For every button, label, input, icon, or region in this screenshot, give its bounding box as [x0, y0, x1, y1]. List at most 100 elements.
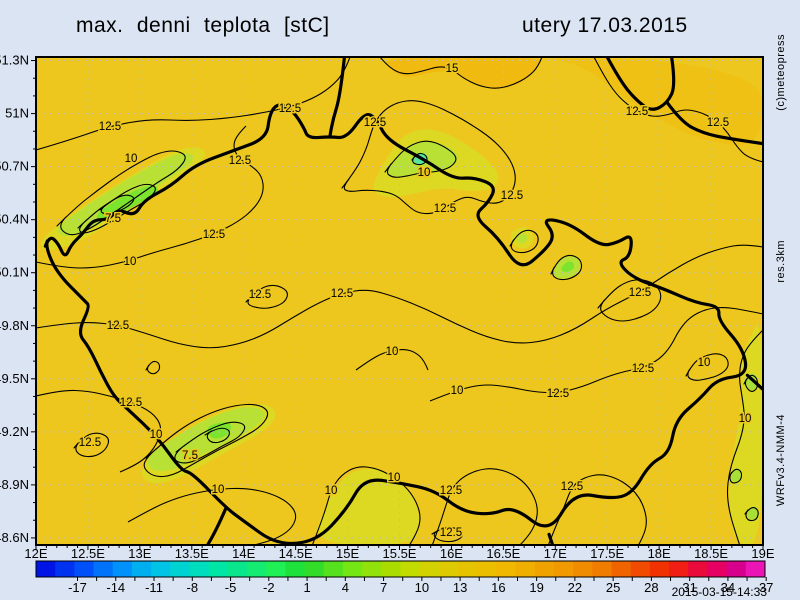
lon-label: 14.5E: [279, 546, 313, 561]
temp-fill-mid-spot-core: [516, 233, 528, 243]
colorbar-label: -17: [68, 580, 87, 595]
lat-label: 49.8N: [0, 318, 29, 333]
colorbar-labels: -17 -14 -11 -8 -5 -2 1 4 7 10 13 16 19 22 25 28 31 34 37: [68, 580, 773, 595]
contour-line: [431, 468, 538, 545]
graticule: [36, 57, 763, 545]
colorbar-segment: [55, 561, 75, 577]
lon-label: 13E: [128, 546, 151, 561]
lat-label: 51.3N: [0, 53, 29, 68]
colorbar-segment: [323, 561, 344, 577]
colorbar-segment: [362, 561, 382, 577]
contour-line: [145, 360, 161, 375]
colorbar-frame: [35, 560, 766, 578]
colorbar-segment: [496, 561, 517, 577]
lon-label: 14E: [232, 546, 255, 561]
contour-label: 12.5: [249, 289, 271, 301]
lat-label: 50.1N: [0, 265, 29, 280]
contour-line: [431, 526, 463, 543]
contour-label: 10: [212, 484, 225, 496]
page-title: max. denni teplota [stC]: [76, 14, 330, 37]
contour-label: 10: [739, 413, 752, 425]
contour-label: 7.5: [182, 450, 198, 462]
temp-fill-top-warm: [382, 57, 542, 89]
contour-line: [728, 468, 743, 484]
contour-label: 10: [388, 472, 401, 484]
map-area: [36, 57, 763, 545]
colorbar-label: -14: [106, 580, 125, 595]
timestamp-label: 2015-03-15-14:33: [671, 585, 767, 599]
temp-fill-nw-core: [95, 185, 158, 221]
contour-line: [547, 474, 647, 545]
contour-line: [341, 100, 516, 215]
contour-label: 12.5: [632, 363, 654, 375]
colorbar-label: 22: [568, 580, 582, 595]
neighbor-border: [328, 57, 347, 139]
contour-line: [550, 254, 583, 281]
colorbar-label: -5: [225, 580, 237, 595]
colorbar-segment: [93, 561, 114, 577]
contour-line: [99, 194, 135, 215]
colorbar-segment: [438, 561, 459, 577]
colorbar-segment: [726, 561, 747, 577]
contour-line: [509, 229, 539, 254]
lat-label: 49.2N: [0, 424, 29, 439]
temp-fill-east-core-a: [744, 373, 758, 391]
colorbar-segment: [208, 561, 229, 577]
neighbor-border: [665, 101, 763, 146]
colorbar-segment: [74, 561, 95, 577]
colorbar-label: 37: [759, 580, 773, 595]
colorbar-segment: [285, 561, 306, 577]
contour-label: 10: [418, 167, 431, 179]
temp-fill-nw-band: [55, 153, 193, 237]
colorbar-ticks: [77, 577, 767, 581]
colorbar-label: 4: [342, 580, 349, 595]
colorbar-segment: [553, 561, 574, 577]
colorbar-segment: [419, 561, 440, 577]
temp-fill-east-strip: [728, 315, 763, 545]
colorbar-label: 25: [606, 580, 620, 595]
contour-line: [36, 125, 264, 269]
lat-label: 50.4N: [0, 212, 29, 227]
contour-label: 12.5: [629, 287, 651, 299]
colorbar-label: 1: [303, 580, 310, 595]
contour-label: 10: [124, 256, 137, 268]
contour-lines: [36, 57, 763, 545]
contour-label: 10: [325, 485, 338, 497]
colorbar-segment: [151, 561, 171, 577]
contour-label: 10: [698, 357, 711, 369]
contour-label: 10: [451, 385, 464, 397]
colorbar-segment: [669, 561, 689, 577]
contour-line: [204, 427, 231, 444]
contour-line: [311, 466, 421, 545]
contour-label: 10: [125, 153, 138, 165]
contour-line: [245, 284, 288, 309]
colorbar-segment: [112, 561, 133, 577]
lon-label: 18E: [648, 546, 671, 561]
colorbar-segment: [304, 561, 325, 577]
neighbor-border: [605, 57, 676, 111]
contour-label: 10: [150, 429, 163, 441]
lat-label: 48.9N: [0, 477, 29, 492]
contour-line: [384, 140, 457, 178]
contour-label: 12.5: [107, 320, 129, 332]
contour-line: [379, 57, 543, 89]
czech-border: [43, 103, 748, 545]
colorbar-label: 16: [491, 580, 505, 595]
colorbar-segment: [131, 561, 152, 577]
colorbar-label: -11: [145, 580, 163, 595]
colorbar-segment: [36, 561, 56, 577]
colorbar-label: -2: [263, 580, 275, 595]
colorbar-label: 7: [380, 580, 387, 595]
colorbar-label: 28: [644, 580, 658, 595]
contour-line: [73, 432, 110, 458]
contour-line: [726, 329, 763, 545]
contour-line: [685, 353, 729, 381]
colorbar-label: -8: [186, 580, 198, 595]
colorbar-segment: [477, 561, 497, 577]
contour-label: 12.5: [203, 229, 225, 241]
colorbar-segment: [400, 561, 421, 577]
lon-label: 17.5E: [590, 546, 624, 561]
lon-label: 13.5E: [175, 546, 209, 561]
colorbar-label: 34: [721, 580, 735, 595]
